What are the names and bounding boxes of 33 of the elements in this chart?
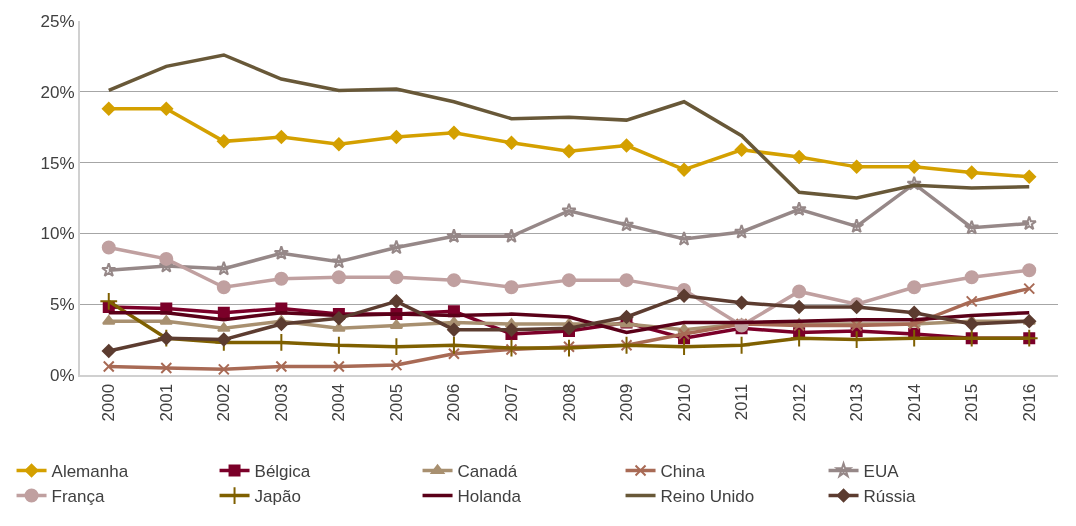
legend-label: Alemanha xyxy=(51,462,129,482)
y-tick-label: 10% xyxy=(40,224,75,244)
x-tick-label: 2005 xyxy=(386,383,406,422)
x-tick-label: 2012 xyxy=(789,383,809,422)
legend-label: Canadá xyxy=(457,462,518,482)
x-tick-label: 2010 xyxy=(674,383,694,422)
y-tick-label: 5% xyxy=(50,295,75,315)
x-tick-label: 2008 xyxy=(559,383,579,422)
legend-label: China xyxy=(660,462,706,482)
y-tick-label: 25% xyxy=(40,11,75,31)
x-tick-label: 2004 xyxy=(329,383,349,422)
x-tick-label: 2016 xyxy=(1019,383,1039,422)
legend-label: Rússia xyxy=(863,487,917,507)
x-tick-label: 2011 xyxy=(732,383,752,421)
y-tick-label: 0% xyxy=(50,365,75,385)
x-tick-label: 2013 xyxy=(847,383,867,422)
x-tick-label: 2000 xyxy=(99,383,119,422)
x-tick-label: 2006 xyxy=(444,383,464,422)
legend-label: França xyxy=(51,487,105,507)
x-tick-label: 2009 xyxy=(617,383,637,422)
x-tick-label: 2001 xyxy=(156,383,176,422)
x-tick-label: 2003 xyxy=(271,383,291,422)
legend-label: Japão xyxy=(254,487,301,507)
y-tick-label: 20% xyxy=(40,82,75,102)
legend-label: EUA xyxy=(863,462,900,482)
x-tick-label: 2002 xyxy=(214,383,234,422)
legend-label: Bélgica xyxy=(254,462,311,482)
x-tick-label: 2007 xyxy=(501,383,521,422)
x-tick-label: 2015 xyxy=(962,383,982,422)
x-tick-label: 2014 xyxy=(904,383,924,422)
legend-label: Reino Unido xyxy=(660,487,755,507)
legend-label: Holanda xyxy=(457,487,522,507)
y-tick-label: 15% xyxy=(40,153,75,173)
